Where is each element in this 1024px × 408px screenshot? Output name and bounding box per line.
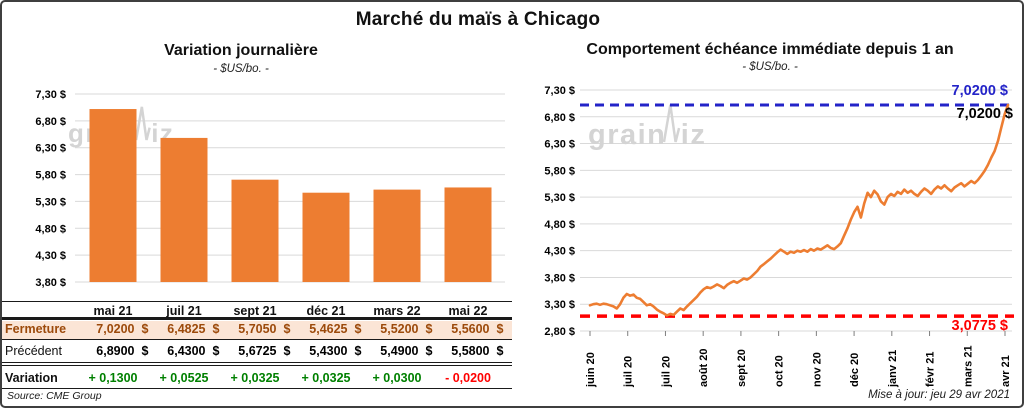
y-tick-label: 3,80 $: [35, 277, 66, 289]
table-column-header: juil 21: [166, 304, 202, 318]
table-cell: + 0,1300: [88, 371, 138, 385]
y-tick-label: 5,80 $: [544, 165, 575, 177]
table-cell: 5,7050 $: [238, 322, 291, 336]
bar: [231, 179, 279, 282]
y-tick-label: 5,30 $: [35, 196, 66, 208]
close-row-background: [2, 321, 512, 339]
table-cell: 6,4300 $: [167, 344, 220, 358]
bar: [302, 192, 350, 282]
table-column-header: mars 22: [373, 304, 421, 318]
y-tick-label: 6,80 $: [544, 112, 575, 124]
y-tick-label: 7,30 $: [35, 89, 66, 101]
table-rule: [2, 362, 512, 363]
table-column-header: déc 21: [306, 304, 346, 318]
y-tick-label: 6,80 $: [35, 116, 66, 128]
x-tick-label: mars 21: [962, 345, 974, 387]
y-tick-label: 3,30 $: [544, 299, 575, 311]
x-tick-label: août 20: [698, 348, 710, 387]
watermark-caret-icon: [662, 104, 681, 143]
bar-chart-title: Variation journalière: [164, 42, 318, 59]
table-column-header: sept 21: [233, 304, 277, 318]
bar: [160, 137, 208, 282]
svg-text:grain: grain: [588, 119, 666, 151]
table-cell: 5,5600 $: [451, 322, 504, 336]
x-tick-label: févr 21: [925, 352, 937, 387]
table-row-label: Précédent: [5, 344, 62, 358]
table-rule: [2, 339, 512, 340]
x-tick-label: juil 20: [660, 356, 672, 388]
table-rule: [2, 317, 512, 320]
source-note: Source: CME Group: [7, 390, 102, 402]
table-column-header: mai 22: [448, 304, 488, 318]
table-cell: 6,8900 $: [96, 344, 149, 358]
x-tick-label: déc 20: [849, 353, 861, 387]
bar: [444, 187, 492, 282]
table-cell: 5,4900 $: [380, 344, 433, 358]
table-row-label: Variation: [5, 371, 58, 385]
y-tick-label: 5,80 $: [35, 170, 66, 182]
table-rule: [2, 365, 512, 366]
y-tick-label: 4,30 $: [35, 250, 66, 262]
y-tick-label: 6,30 $: [544, 139, 575, 151]
watermark-caret-icon: [134, 106, 151, 141]
updated-note: Mise à jour: jeu 29 avr 2021: [868, 389, 1010, 401]
y-tick-label: 5,30 $: [544, 192, 575, 204]
table-row-label: Fermeture: [5, 322, 67, 336]
table-cell: - 0,0200: [445, 371, 491, 385]
line-chart: 7,30 $ 6,80 $ 6,30 $ 5,80 $ 5,30 $ 4,80 $ 4,30…: [544, 85, 1014, 388]
y-tick-label: 4,80 $: [544, 219, 575, 231]
table-rule: [2, 388, 512, 389]
x-tick-label: oct 20: [774, 355, 786, 387]
y-tick-label: 2,80 $: [544, 326, 575, 338]
last-value-label: 7,0200 $: [956, 106, 1013, 122]
table-cell: + 0,0325: [230, 371, 280, 385]
table-column-header: mai 21: [93, 304, 133, 318]
y-tick-label: 4,80 $: [35, 223, 66, 235]
line-chart-subtitle: - $US/bo. -: [742, 61, 798, 73]
table-cell: + 0,0325: [301, 371, 351, 385]
x-tick-label: sept 20: [736, 349, 748, 387]
x-tick-label: nov 20: [811, 352, 823, 387]
bar-chart: 7,30 $ 6,80 $ 6,30 $ 5,80 $ 5,30 $ 4,80 $ 4,30…: [35, 89, 505, 289]
bar-chart-subtitle: - $US/bo. -: [213, 63, 269, 75]
table-cell: 5,5800 $: [451, 344, 504, 358]
price-line-series: [588, 103, 1010, 317]
line-chart-title: Comportement échéance immédiate depuis 1…: [586, 41, 954, 58]
y-tick-label: 7,30 $: [544, 85, 575, 97]
table-cell: 7,0200 $: [96, 322, 149, 336]
table-rule: [2, 301, 512, 302]
bar: [373, 189, 421, 282]
table-cell: 5,6725 $: [238, 344, 291, 358]
table-cell: 6,4825 $: [167, 322, 220, 336]
x-tick-label: juil 20: [623, 356, 635, 388]
y-tick-label: 3,80 $: [544, 272, 575, 284]
x-tick-label: avr 21: [1000, 355, 1012, 387]
table-cell: 5,5200 $: [380, 322, 433, 336]
table-cell: 5,4300 $: [309, 344, 362, 358]
y-tick-label: 4,30 $: [544, 246, 575, 258]
page-title: Marché du maïs à Chicago: [355, 9, 601, 30]
bar: [89, 109, 137, 282]
svg-text:iz: iz: [681, 119, 707, 151]
min-value-label: 3,0775 $: [951, 318, 1008, 334]
table-cell: 5,4625 $: [309, 322, 362, 336]
x-tick-label: janv 21: [887, 350, 899, 388]
x-tick-label: juin 20: [585, 352, 597, 388]
max-value-label: 7,0200 $: [951, 83, 1008, 99]
y-tick-label: 6,30 $: [35, 143, 66, 155]
table-cell: + 0,0300: [372, 371, 422, 385]
table-cell: + 0,0525: [159, 371, 209, 385]
